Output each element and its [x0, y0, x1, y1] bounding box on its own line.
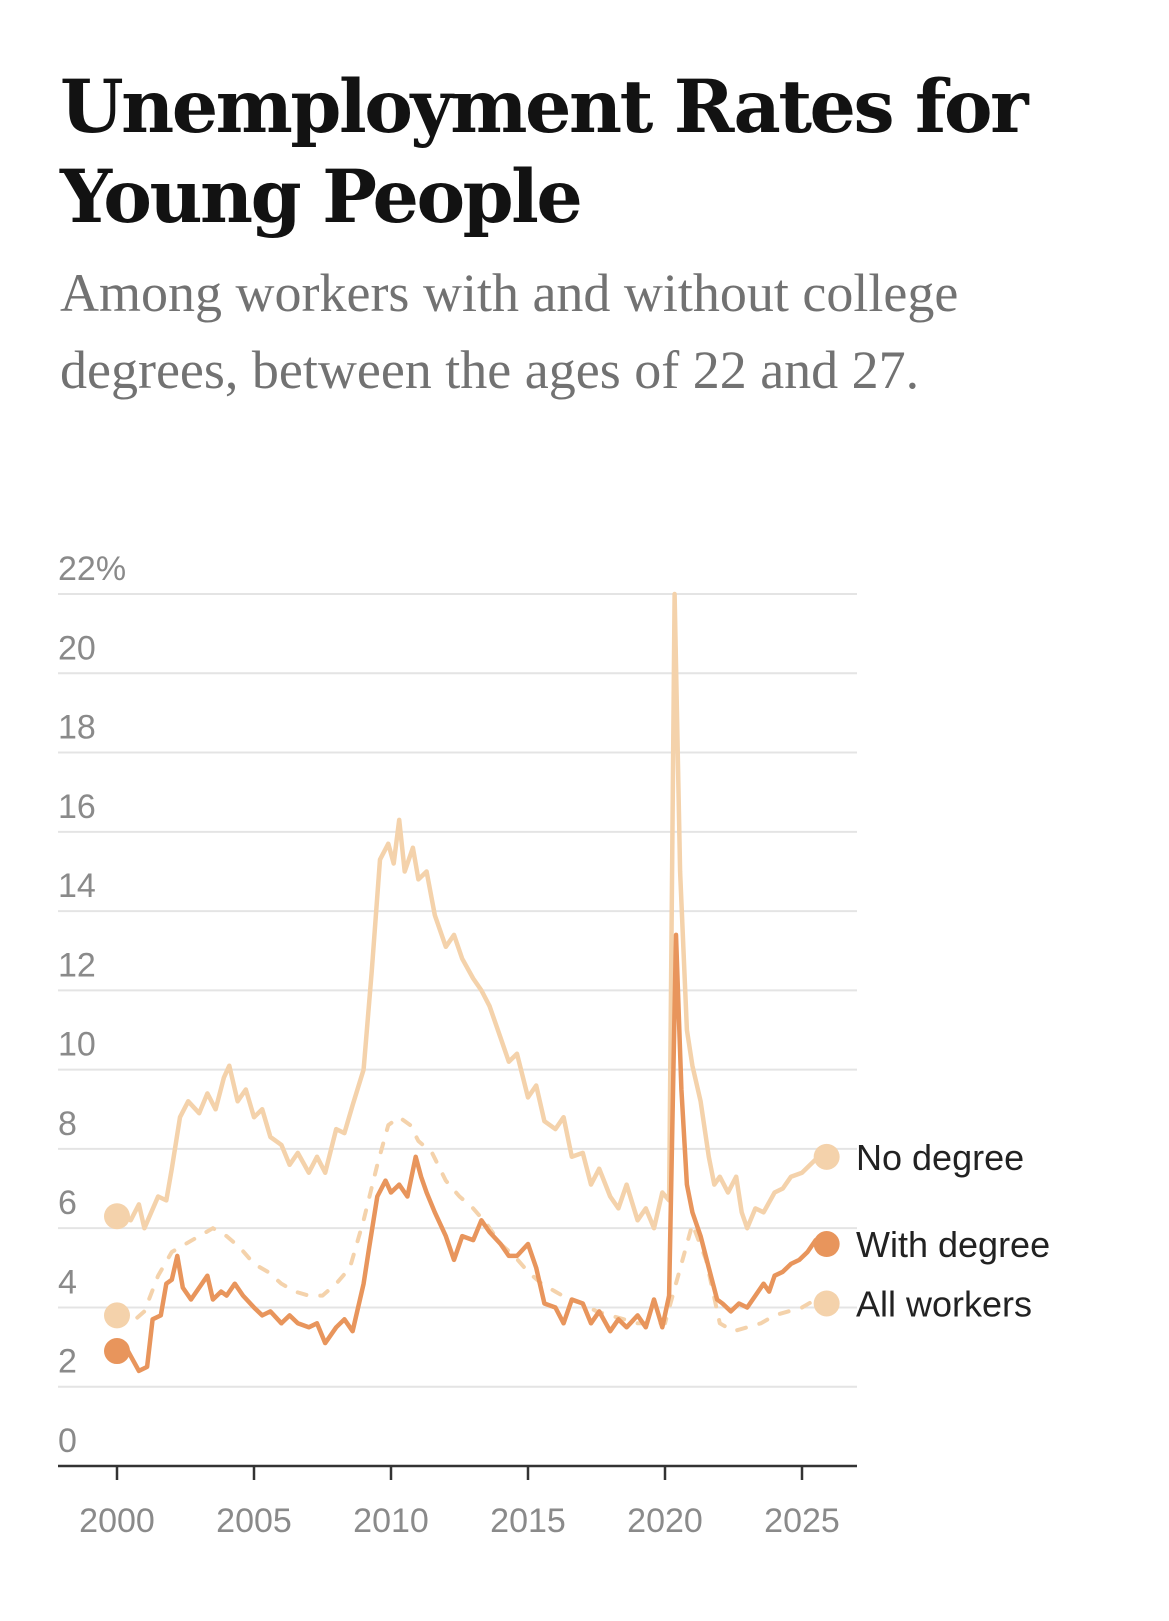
endpoint-markers [104, 1143, 840, 1365]
y-tick-label-6: 6 [58, 1184, 77, 1222]
legend: No degree With degree All workers [856, 1137, 1050, 1325]
legend-label-all-workers: All workers [856, 1283, 1032, 1324]
start-marker-with-degree [104, 1338, 130, 1365]
y-axis: 0 2 4 6 8 10 12 14 16 18 20 22% [58, 550, 126, 1460]
chart-title: Unemployment Rates for Young People [60, 64, 1029, 240]
chart-subtitle: Among workers with and without college d… [60, 263, 959, 400]
x-tick-label-2010: 2010 [353, 1502, 429, 1540]
y-tick-label-4: 4 [58, 1263, 77, 1301]
legend-label-no-degree: No degree [856, 1137, 1024, 1178]
x-tick-label-2025: 2025 [764, 1502, 840, 1540]
end-marker-all-workers [813, 1290, 840, 1317]
legend-label-with-degree: With degree [856, 1224, 1050, 1265]
y-tick-label-12: 12 [58, 946, 96, 984]
y-tick-label-16: 16 [58, 788, 96, 826]
y-tick-label-2: 2 [58, 1343, 77, 1381]
x-axis: 2000 2005 2010 2015 2020 2025 [58, 1464, 857, 1540]
end-marker-no-degree [813, 1143, 840, 1170]
start-marker-all-workers [104, 1302, 130, 1329]
end-marker-with-degree [813, 1231, 840, 1258]
x-tick-label-2000: 2000 [79, 1502, 155, 1540]
series-line-with-degree [114, 932, 818, 1374]
series-lines [114, 591, 829, 1374]
start-marker-no-degree [104, 1203, 130, 1230]
y-tick-label-18: 18 [58, 709, 96, 747]
x-tick-label-2015: 2015 [490, 1502, 566, 1540]
x-tick-label-2020: 2020 [627, 1502, 703, 1540]
y-tick-label-20: 20 [58, 629, 96, 667]
y-tick-label-10: 10 [58, 1026, 96, 1064]
series-line-no-degree [114, 591, 821, 1231]
y-tick-label-22: 22% [58, 550, 126, 588]
y-tick-label-0: 0 [58, 1422, 77, 1460]
y-tick-label-14: 14 [58, 867, 96, 905]
x-tick-label-2005: 2005 [216, 1502, 292, 1540]
y-tick-label-8: 8 [58, 1105, 77, 1143]
